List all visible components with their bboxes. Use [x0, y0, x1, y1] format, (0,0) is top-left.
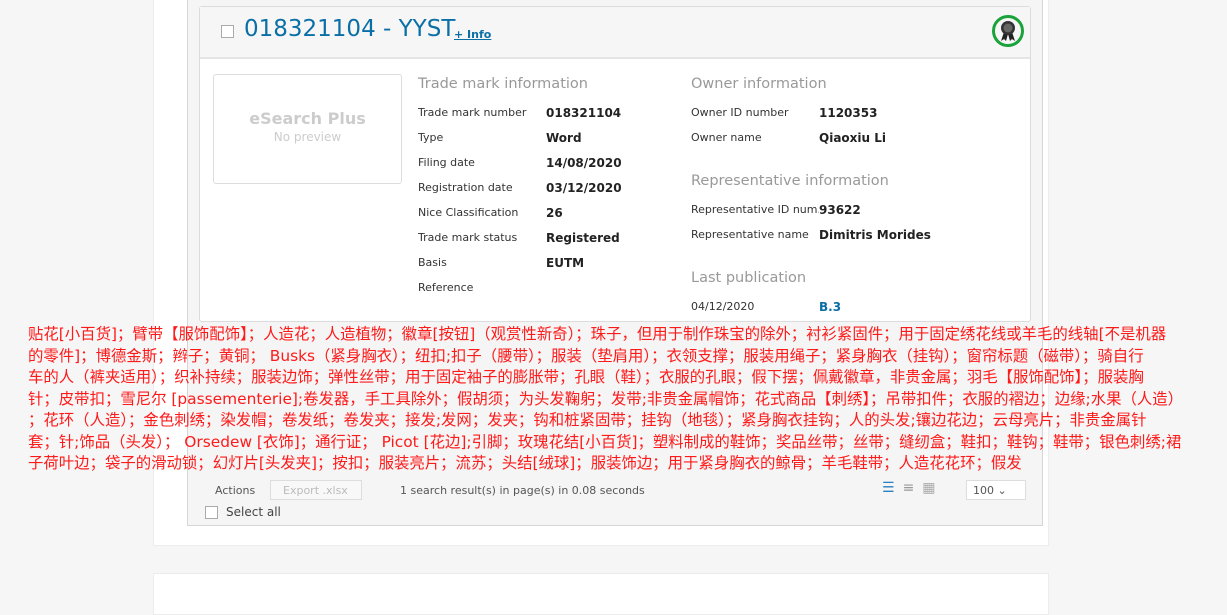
- info-row: Nice Classification 26: [418, 206, 563, 220]
- field-value: 03/12/2020: [546, 181, 622, 195]
- field-value: 14/08/2020: [546, 156, 622, 170]
- field-value: 018321104: [546, 106, 622, 120]
- field-label: Owner name: [691, 131, 762, 144]
- grid-view-icon[interactable]: ▦: [922, 480, 936, 496]
- preview-logo-text: eSearch Plus: [249, 109, 366, 128]
- field-value: 1120353: [819, 106, 878, 120]
- card-header: 018321104 - YYST + Info: [200, 7, 1030, 59]
- field-label: Reference: [418, 281, 474, 294]
- search-status: 1 search result(s) in page(s) in 0.08 se…: [400, 484, 645, 497]
- preview-subtext: No preview: [273, 130, 342, 144]
- field-value: 26: [546, 206, 563, 220]
- field-label: Type: [418, 131, 444, 144]
- per-page-select[interactable]: 100 ⌄: [966, 480, 1026, 500]
- overlay-line: 子荷叶边；袋子的滑动锁；幻灯片[头发夹]；按扣；服装亮片；流苏；头结[绒球]；服…: [28, 454, 1022, 472]
- field-value: Word: [546, 131, 582, 145]
- info-link[interactable]: + Info: [454, 28, 492, 41]
- status-text: search result(s) in page(s) in 0.08 seco…: [410, 484, 645, 497]
- info-row: Representative name Dimitris Morides: [691, 228, 931, 242]
- representative-info-heading: Representative information: [691, 173, 889, 189]
- info-row: Reference: [418, 281, 546, 294]
- list-view-icon[interactable]: ☰: [882, 480, 895, 496]
- overlay-line: 套；针;饰品（头发）； Orsedew [衣饰]；通行证； Picot [花边]…: [28, 432, 1182, 451]
- info-row: Owner ID number 1120353: [691, 106, 877, 120]
- info-row: Filing date 14/08/2020: [418, 156, 622, 170]
- info-row: Trade mark status Registered: [418, 231, 620, 245]
- select-all[interactable]: Select all: [205, 505, 281, 519]
- trademark-card: 018321104 - YYST + Info eSearch Plus No …: [199, 6, 1031, 322]
- select-checkbox[interactable]: [221, 25, 234, 38]
- select-all-label: Select all: [226, 505, 281, 519]
- info-row: Basis EUTM: [418, 256, 584, 270]
- field-value: 93622: [819, 203, 861, 217]
- field-label: Nice Classification: [418, 206, 519, 219]
- field-value: Qiaoxiu Li: [819, 131, 886, 145]
- trademark-title[interactable]: 018321104 - YYST: [244, 16, 456, 42]
- info-row: Trade mark number 018321104: [418, 106, 621, 120]
- field-label: Basis: [418, 256, 447, 269]
- field-value: Dimitris Morides: [819, 228, 931, 242]
- overlay-line: 的零件]；博德金斯；辫子；黄铜； Busks（紧身胸衣）；纽扣;扣子（腰带）；服…: [28, 346, 1144, 365]
- image-preview: eSearch Plus No preview: [213, 74, 402, 184]
- next-results-panel: [153, 573, 1049, 615]
- view-switcher: ☰ ≡ ▦: [882, 480, 936, 496]
- overlay-line: 车的人（裤夹适用）；织补持续；服装边饰；弹性丝带；用于固定袖子的膨胀带；孔眼（鞋…: [28, 368, 1144, 386]
- overlay-line: 针；皮带扣；雪尼尔 [passementerie];卷发器，手工具除外；假胡须；…: [28, 389, 1184, 408]
- goods-description-overlay: 贴花[小百货]；臂带【服饰配饰】；人造花；人造植物；徽章[按钮]（观赏性新奇）；…: [28, 324, 1183, 475]
- field-label: Trade mark status: [418, 231, 518, 244]
- field-label: Representative ID num...: [691, 203, 819, 216]
- field-label: Filing date: [418, 156, 475, 169]
- field-label: Trade mark number: [418, 106, 527, 119]
- result-count: 1: [400, 484, 407, 497]
- last-publication-heading: Last publication: [691, 270, 807, 286]
- overlay-line: 贴花[小百货]；臂带【服饰配饰】；人造花；人造植物；徽章[按钮]（观赏性新奇）；…: [28, 325, 1167, 343]
- publication-code-link[interactable]: B.3: [819, 300, 842, 314]
- select-all-checkbox[interactable]: [205, 505, 218, 519]
- publication-row: 04/12/2020 B.3: [691, 300, 841, 314]
- field-label: Representative name: [691, 228, 809, 241]
- field-value: EUTM: [546, 256, 585, 270]
- info-row: Registration date 03/12/2020: [418, 181, 622, 195]
- award-ribbon-icon: [992, 15, 1024, 47]
- trademark-info-heading: Trade mark information: [418, 76, 588, 92]
- publication-date: 04/12/2020: [691, 300, 755, 313]
- field-label: Registration date: [418, 181, 513, 194]
- info-row: Owner name Qiaoxiu Li: [691, 131, 886, 145]
- per-page-value: 100: [973, 484, 994, 497]
- compact-view-icon[interactable]: ≡: [902, 480, 915, 496]
- info-row: Type Word: [418, 131, 582, 145]
- overlay-line: ；花环（人造）；金色刺绣；染发帽；卷发纸；卷发夹；接发;发网；发夹；钩和桩紧固带…: [28, 411, 1147, 429]
- info-row: Representative ID num... 93622: [691, 203, 861, 217]
- actions-label: Actions: [215, 484, 256, 497]
- owner-info-heading: Owner information: [691, 76, 827, 92]
- field-label: Owner ID number: [691, 106, 789, 119]
- export-xlsx-button[interactable]: Export .xlsx: [270, 480, 362, 500]
- field-value: Registered: [546, 231, 620, 245]
